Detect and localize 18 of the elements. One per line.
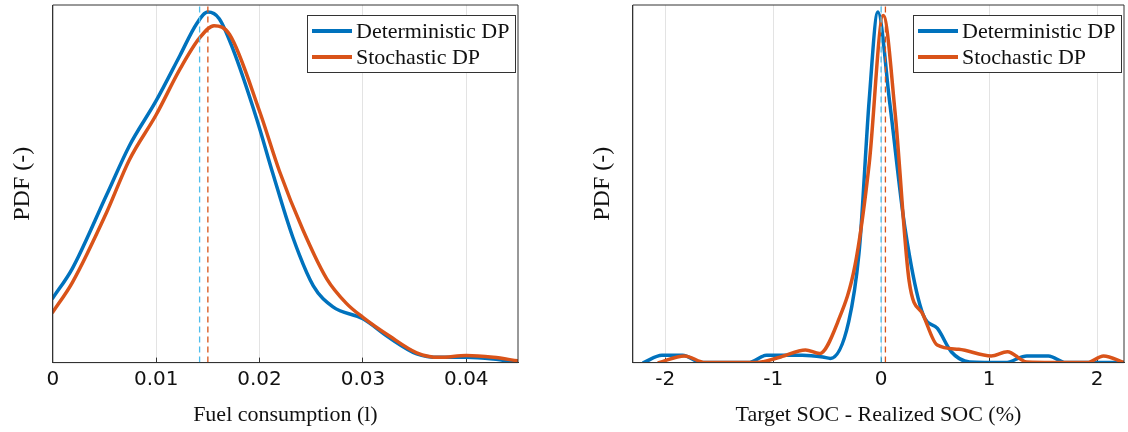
legend-label: Stochastic DP: [356, 44, 481, 70]
x-tick-label: 1: [982, 365, 996, 390]
x-tick-label: 0: [46, 365, 60, 390]
x-tick-label: 0.03: [340, 365, 386, 390]
x-tick-label: 2: [1090, 365, 1104, 390]
legend-label: Deterministic DP: [356, 18, 510, 44]
x-tick-label: 0.02: [237, 365, 282, 390]
x-axis-title: Target SOC - Realized SOC (%): [735, 400, 1022, 426]
x-tick-label: 0.04: [444, 365, 489, 390]
x-tick-label: 0: [874, 365, 888, 390]
legend-label: Stochastic DP: [962, 44, 1087, 70]
y-axis-title: PDF (-): [587, 146, 614, 221]
legend-label: Deterministic DP: [962, 18, 1116, 44]
x-axis-title: Fuel consumption (l): [193, 400, 378, 426]
y-axis-title: PDF (-): [7, 146, 34, 221]
x-tick-label: -2: [655, 365, 676, 390]
x-tick-label: 0.01: [133, 365, 179, 390]
x-tick-label: -1: [763, 365, 784, 390]
